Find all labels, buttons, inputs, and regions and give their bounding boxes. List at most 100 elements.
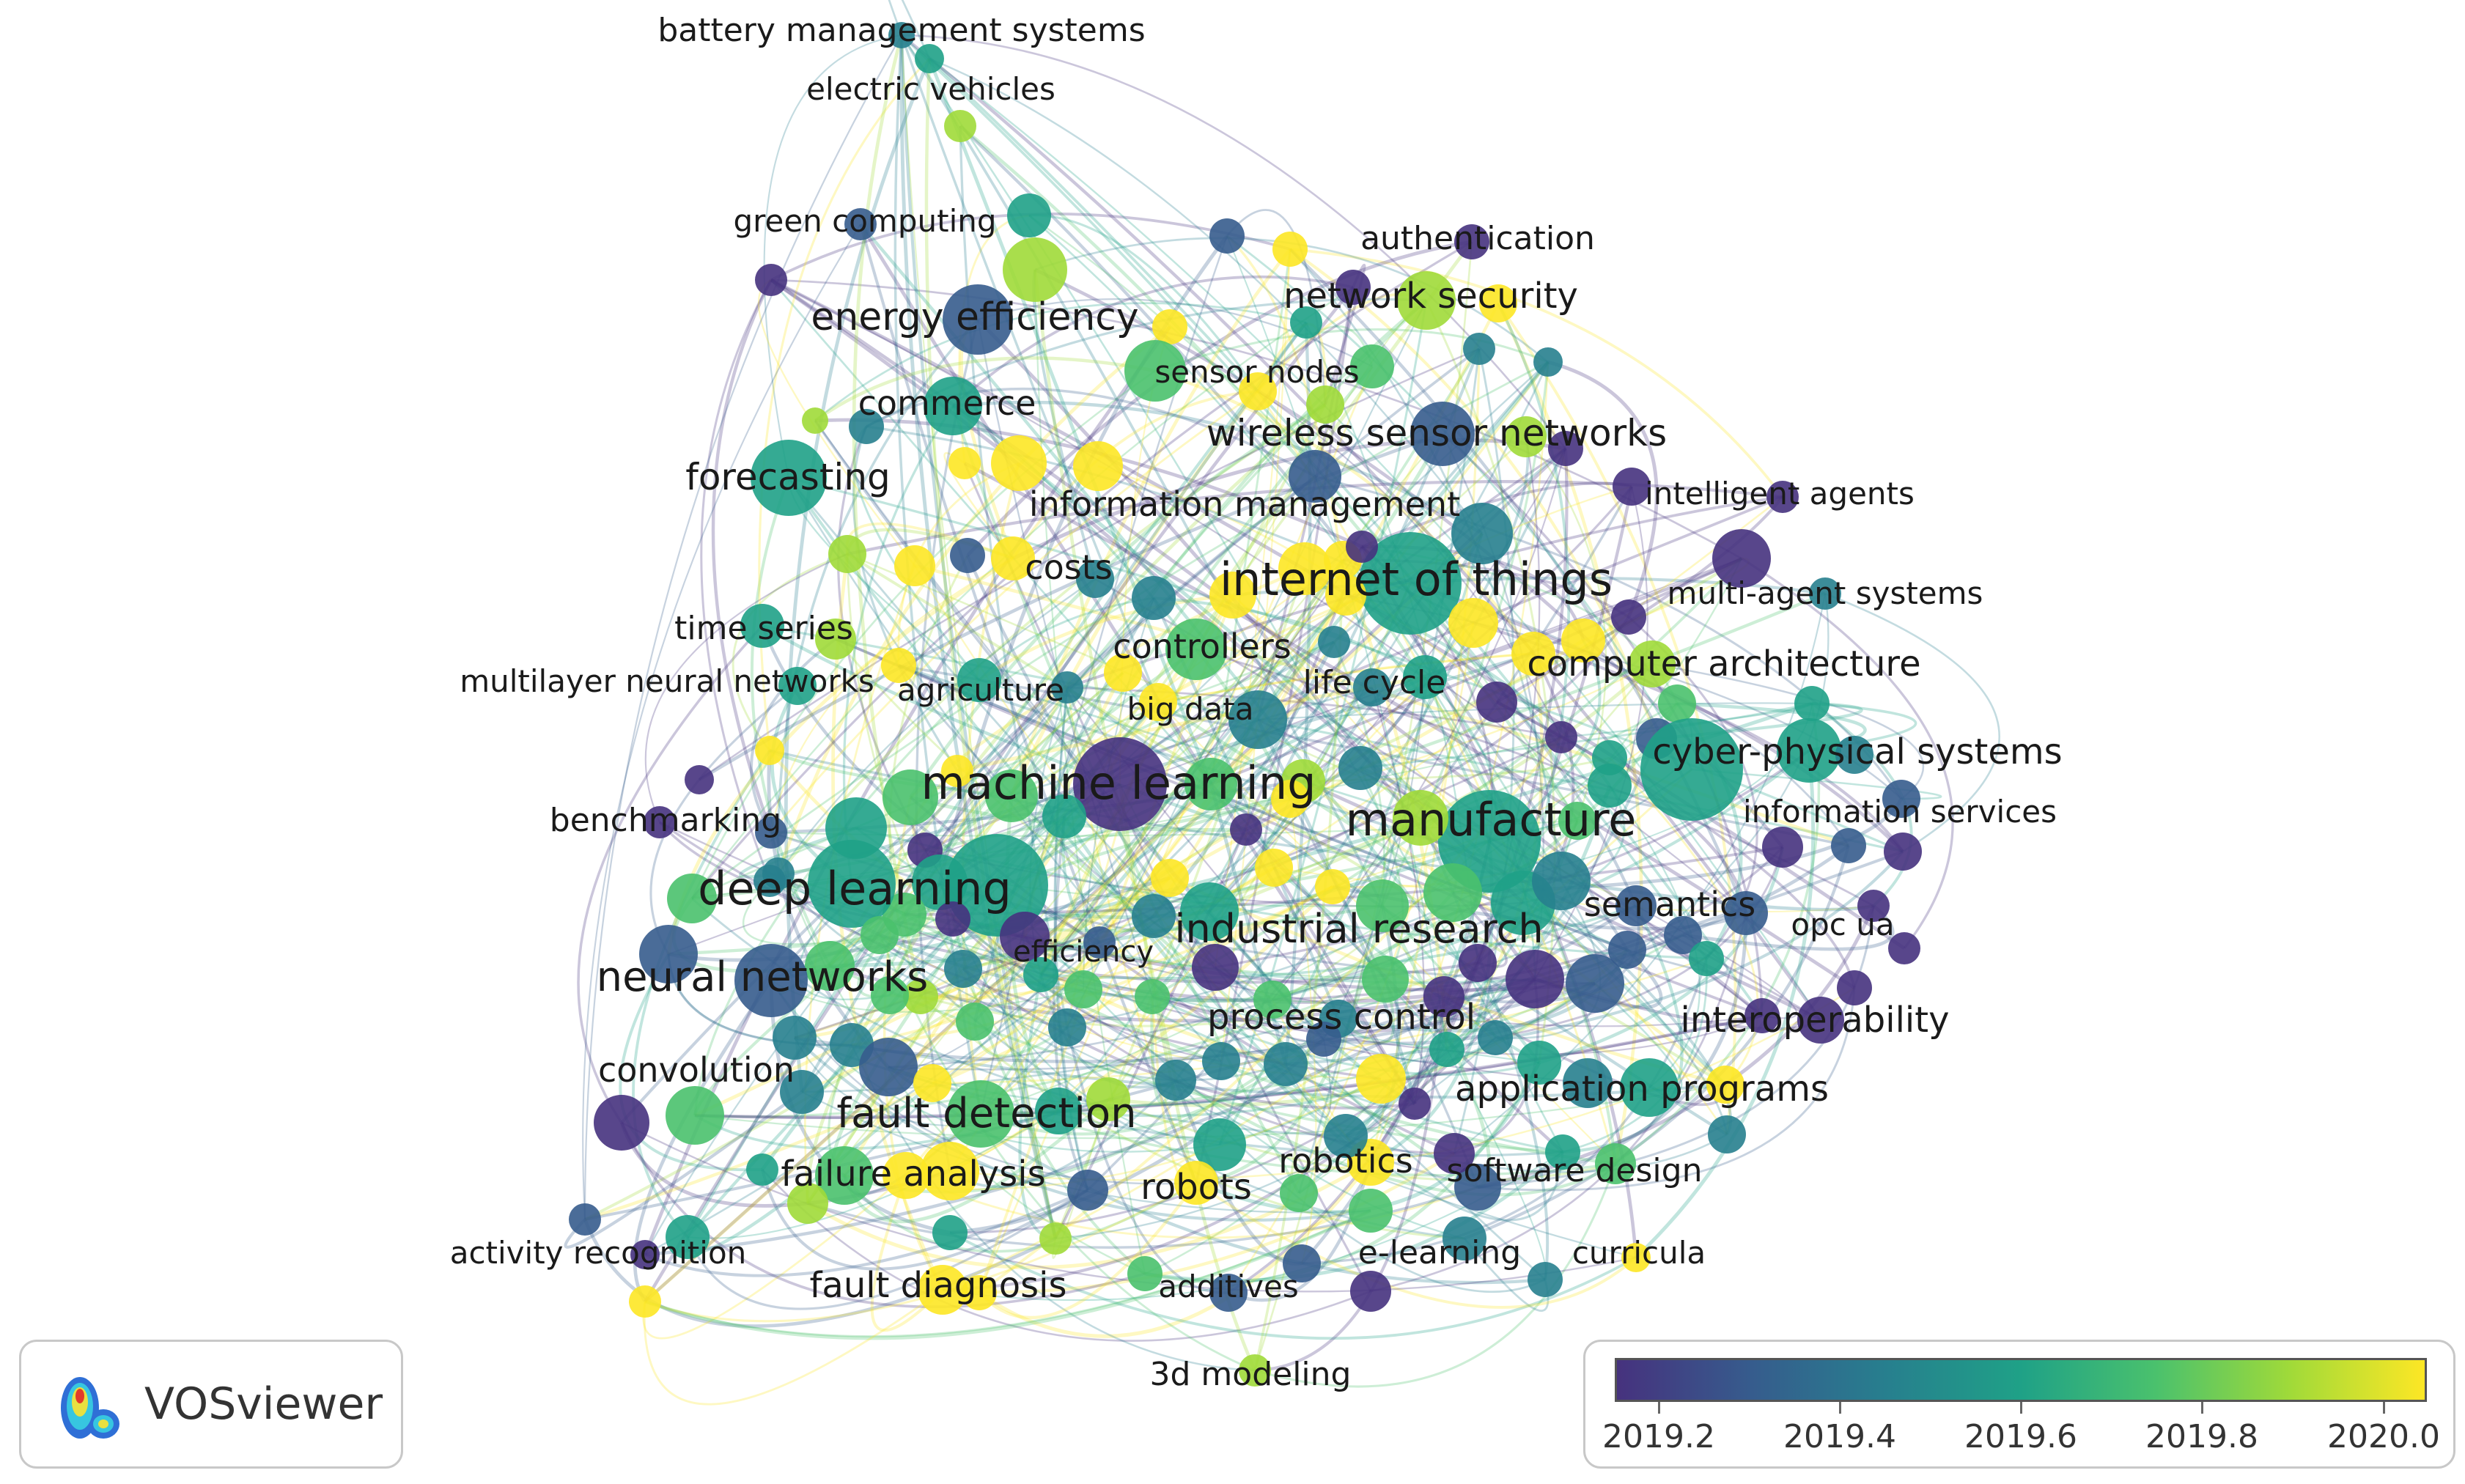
network-node: [1837, 970, 1872, 1005]
network-link: [1009, 248, 1292, 797]
network-node: [956, 1003, 994, 1041]
network-node: [1511, 632, 1555, 676]
network-node: [1476, 682, 1517, 723]
network-link: [1285, 850, 1904, 1066]
network-link: [859, 224, 1198, 1184]
network-link: [1039, 974, 1176, 1089]
network-node: [844, 208, 877, 240]
network-link: [1300, 841, 1492, 1265]
label-wireless-sensor-networks: wireless sensor networks: [1206, 412, 1667, 454]
network-link: [1152, 557, 1743, 998]
network-node: [1083, 926, 1116, 959]
network-node: [1423, 976, 1464, 1017]
network-node: [1086, 1077, 1130, 1121]
color-legend-bar: [1615, 1358, 2427, 1402]
network-link: [951, 276, 1354, 407]
network-node: [1533, 347, 1563, 377]
label-process-control: process control: [1207, 997, 1475, 1038]
legend-tick-mark: [2201, 1402, 2203, 1414]
network-link: [778, 578, 1096, 874]
network-link: [577, 624, 764, 1123]
network-node: [888, 22, 915, 48]
network-link: [1272, 448, 1567, 1000]
network-link: [1154, 369, 1535, 655]
network-node: [903, 979, 938, 1014]
network-link: [1108, 663, 1654, 1101]
network-link: [979, 679, 1421, 819]
network-node: [755, 264, 787, 296]
network-node: [1335, 270, 1371, 305]
network-node: [1124, 340, 1186, 402]
label-3d-modeling: 3d modeling: [1150, 1356, 1352, 1393]
network-link: [644, 1181, 1197, 1323]
network-node: [1003, 237, 1067, 302]
label-commerce: commerce: [858, 383, 1036, 423]
network-link: [1539, 846, 1785, 1065]
label-time-series: time series: [674, 610, 853, 647]
network-node: [1545, 1134, 1580, 1170]
network-link: [1066, 768, 1692, 1029]
network-link: [850, 882, 1616, 1166]
label-manufacture: manufacture: [1346, 793, 1637, 846]
network-link: [1497, 302, 1737, 1135]
network-link: [770, 676, 1426, 983]
network-node: [1532, 852, 1591, 910]
network-link: [694, 1014, 1763, 1119]
network-node: [871, 976, 909, 1014]
network-node: [941, 755, 973, 787]
label-forecasting: forecasting: [685, 456, 891, 498]
network-link: [806, 1160, 1372, 1269]
network-node: [828, 535, 866, 573]
label-neural-networks: neural networks: [597, 953, 929, 1001]
network-node: [935, 901, 970, 937]
network-node: [630, 1240, 660, 1269]
network-node: [1712, 529, 1771, 588]
network-node: [762, 857, 795, 890]
network-node: [1073, 737, 1167, 831]
network-node: [1048, 1008, 1086, 1046]
network-link: [1209, 248, 1292, 785]
network-node: [1359, 532, 1462, 635]
network-link: [768, 749, 1286, 1066]
network-node: [1271, 780, 1309, 818]
network-node: [1454, 1164, 1501, 1211]
network-node: [1393, 790, 1448, 846]
network-link: [1608, 756, 1759, 1086]
network-link: [1253, 559, 1344, 1371]
network-link: [1195, 1181, 1637, 1309]
network-node: [947, 1080, 1014, 1148]
network-link: [1152, 891, 1454, 1003]
network-link: [694, 638, 1585, 1118]
network-link: [1495, 495, 1784, 704]
label-industrial-research: industrial research: [1174, 906, 1543, 952]
network-link: [852, 426, 959, 772]
network-link: [1477, 987, 1856, 1192]
network-node: [883, 769, 938, 825]
label-life-cycle: life cycle: [1303, 664, 1446, 701]
network-node: [773, 1016, 817, 1060]
label-energy-efficiency: energy efficiency: [811, 295, 1138, 339]
network-node: [991, 435, 1047, 491]
network-link: [686, 1189, 1088, 1310]
network-node: [1278, 542, 1331, 595]
network-link: [899, 34, 1058, 1239]
network-node: [1362, 956, 1409, 1003]
network-link: [1066, 1027, 1229, 1294]
network-node: [912, 854, 968, 910]
network-link: [1477, 912, 1748, 1189]
label-software-design: software design: [1447, 1152, 1703, 1189]
network-link: [1009, 390, 1259, 797]
network-node: [1706, 1066, 1744, 1104]
network-link: [732, 553, 848, 751]
network-node: [883, 1152, 929, 1199]
network-link: [784, 58, 932, 1093]
network-node: [1545, 721, 1577, 753]
network-link: [644, 767, 1361, 1256]
network-link: [1174, 448, 1567, 1082]
network-node: [991, 536, 1035, 580]
network-link: [978, 593, 1234, 682]
network-node: [1615, 885, 1657, 926]
network-link: [929, 57, 1483, 534]
network-link: [700, 279, 773, 882]
